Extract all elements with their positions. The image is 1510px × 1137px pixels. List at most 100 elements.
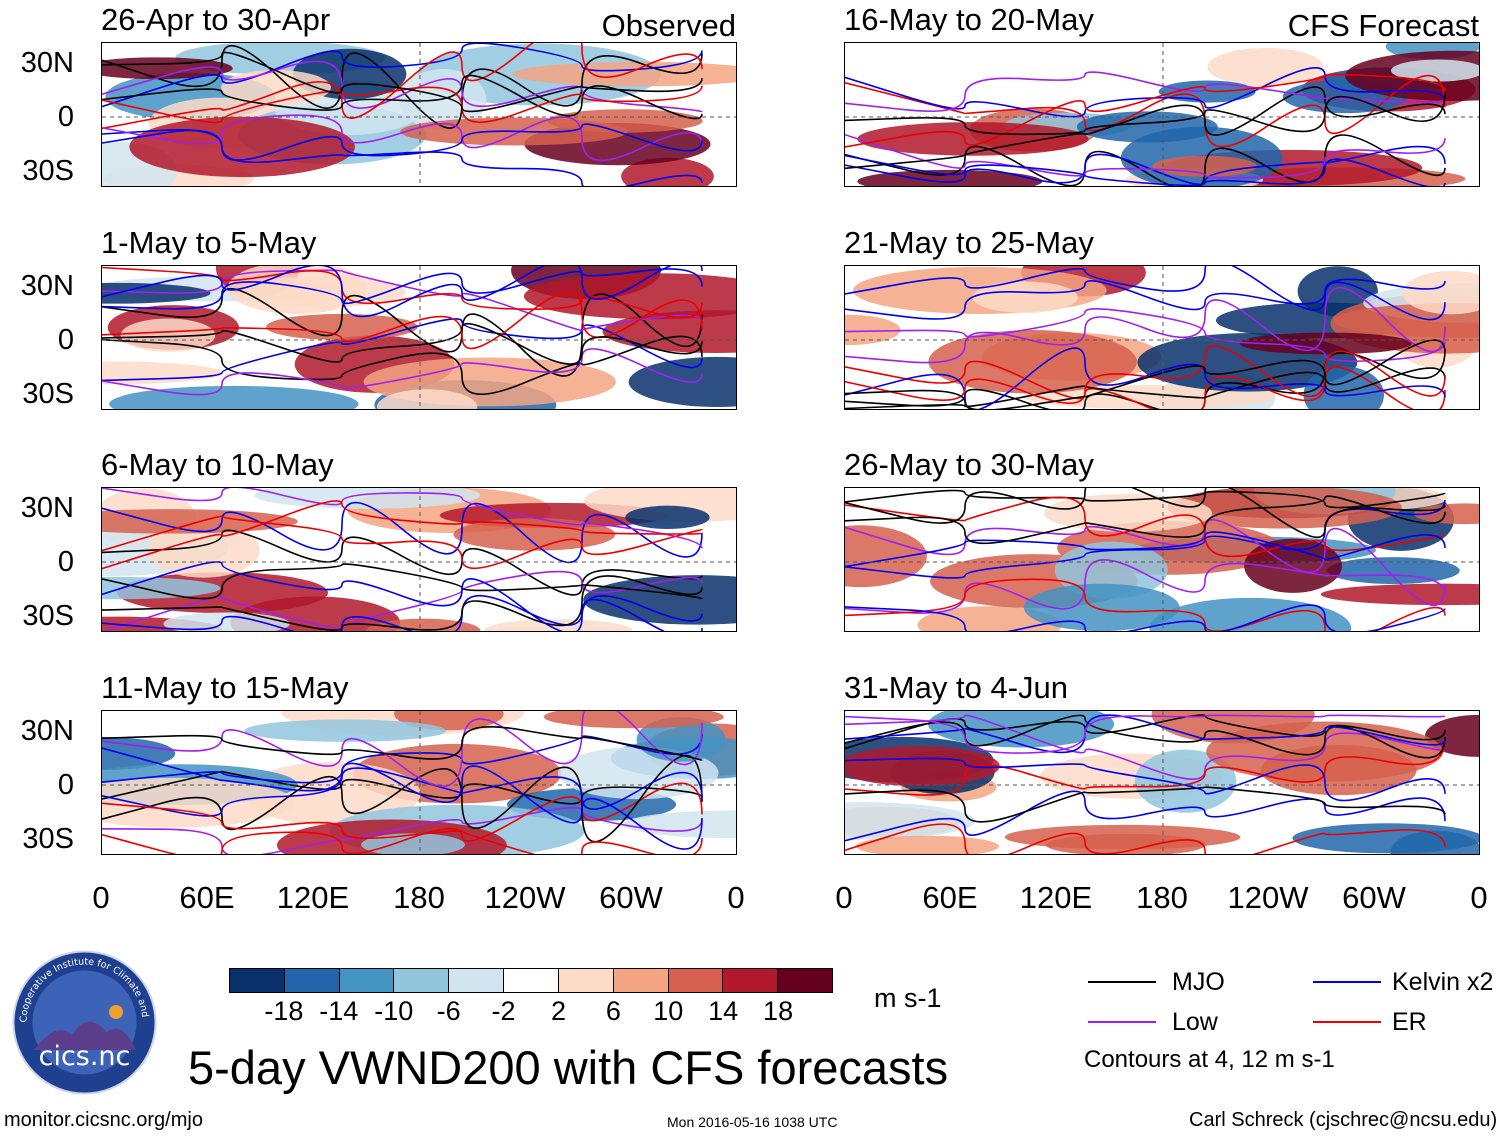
contour-line xyxy=(845,154,1446,186)
lat-label-eq: 0 xyxy=(57,101,74,133)
wind-anomaly-blob xyxy=(1076,111,1218,143)
colorbar-tick-label: -10 xyxy=(374,996,414,1026)
contour-line xyxy=(102,754,703,843)
lon-label-right-0: 0 xyxy=(835,880,853,915)
contour-line xyxy=(102,114,703,162)
panel-title-observed-4: 11-May to 15-May xyxy=(101,670,349,705)
contour-line xyxy=(102,711,703,788)
colorbar-units: m s-1 xyxy=(874,983,942,1013)
wind-anomaly-blob xyxy=(147,522,260,578)
colorbar-swatch xyxy=(230,969,285,992)
contour-line xyxy=(845,360,1446,409)
contour-line xyxy=(845,92,1446,136)
contour-line xyxy=(102,726,703,762)
map-observed-4 xyxy=(101,710,737,855)
map-forecast-1 xyxy=(844,42,1480,187)
wind-anomaly-blob xyxy=(1413,503,1479,525)
contour-line xyxy=(845,347,1446,409)
wind-anomaly-blob xyxy=(102,57,233,80)
panel-title-forecast-2: 21-May to 25-May xyxy=(844,225,1094,260)
lon-label-left-120w: 120W xyxy=(484,880,566,915)
contour-line xyxy=(102,515,703,570)
colorbar-swatch xyxy=(394,969,450,992)
colorbar-swatch xyxy=(339,969,395,992)
contour-line xyxy=(102,500,703,570)
wind-anomaly-blob xyxy=(102,576,221,600)
contour-line xyxy=(845,714,1446,780)
contour-line xyxy=(102,335,703,395)
wind-anomaly-blob xyxy=(845,314,901,346)
contour-line xyxy=(845,71,1446,113)
legend-kelvin-label: Kelvin x2 xyxy=(1392,968,1494,996)
wind-anomaly-blob xyxy=(623,810,736,839)
lat-label-30s: 30S xyxy=(22,378,74,410)
colorbar xyxy=(229,968,833,993)
contour-line xyxy=(845,786,1446,823)
panel-title-forecast-3: 26-May to 30-May xyxy=(844,447,1094,482)
contour-line xyxy=(845,86,1446,170)
colorbar-swatch xyxy=(613,969,669,992)
wind-anomaly-blob xyxy=(1239,332,1413,355)
logo-name: cics.nc xyxy=(39,1041,131,1072)
wind-anomaly-blob xyxy=(1327,557,1460,585)
contour-line xyxy=(102,747,703,850)
wind-anomaly-blob xyxy=(163,612,290,631)
wind-anomaly-blob xyxy=(845,525,927,588)
contour-line xyxy=(102,806,703,854)
contour-line xyxy=(102,501,703,564)
wind-anomaly-blob xyxy=(928,329,1137,394)
colorbar-tick-label: -18 xyxy=(264,996,304,1026)
contour-line xyxy=(102,318,703,382)
contour-line xyxy=(845,714,1446,750)
legend-mjo-label: MJO xyxy=(1172,968,1225,996)
wind-anomaly-blob xyxy=(102,777,295,828)
panel-title-forecast-4: 31-May to 4-Jun xyxy=(844,670,1068,705)
wind-anomaly-blob xyxy=(845,746,1000,787)
lat-label-eq: 0 xyxy=(57,324,74,356)
lat-label-30n: 30N xyxy=(20,492,74,524)
contour-line xyxy=(845,134,1446,186)
lon-label-left-60e: 60E xyxy=(179,880,235,915)
map-observed-3 xyxy=(101,487,737,632)
contour-line xyxy=(845,531,1446,568)
wind-anomaly-blob xyxy=(628,356,736,407)
wind-anomaly-blob xyxy=(543,711,724,729)
lon-label-right-60w: 60W xyxy=(1342,880,1406,915)
contour-line xyxy=(845,145,1446,186)
wind-anomaly-blob xyxy=(1207,47,1324,87)
observed-label: Observed xyxy=(601,8,736,43)
colorbar-tick-label: -14 xyxy=(319,996,359,1026)
wind-anomaly-blob xyxy=(928,711,1115,748)
wind-anomaly-blob xyxy=(1320,583,1479,606)
lat-label-30n: 30N xyxy=(20,270,74,302)
contour-line xyxy=(845,489,1446,509)
lat-label-30n: 30N xyxy=(20,715,74,747)
colorbar-tick-label: 6 xyxy=(605,996,621,1026)
map-forecast-2 xyxy=(844,265,1480,410)
contour-line xyxy=(102,733,703,784)
wind-anomaly-blob xyxy=(361,833,465,854)
legend-low-line xyxy=(1088,1021,1156,1023)
wind-anomaly-blob xyxy=(523,273,736,320)
colorbar-tick-label: -6 xyxy=(436,996,461,1026)
footer-timestamp: Mon 2016-05-16 1038 UTC xyxy=(667,1114,838,1130)
wind-anomaly-blob xyxy=(376,389,478,409)
lon-label-right-360: 0 xyxy=(1470,880,1488,915)
lat-label-30s: 30S xyxy=(22,155,74,187)
footer-url[interactable]: monitor.cicsnc.org/mjo xyxy=(4,1109,203,1131)
colorbar-tick-label: 2 xyxy=(550,996,566,1026)
colorbar-swatch xyxy=(284,969,340,992)
lat-label-30s: 30S xyxy=(22,600,74,632)
lat-label-eq: 0 xyxy=(57,769,74,801)
lat-label-30n: 30N xyxy=(20,47,74,79)
lon-label-left-120e: 120E xyxy=(276,880,350,915)
legend-low-label: Low xyxy=(1172,1008,1218,1036)
wind-anomaly-blob xyxy=(102,361,224,385)
footer-credit: Carl Schreck (cjschrec@ncsu.edu) xyxy=(1189,1109,1498,1131)
wind-anomaly-blob xyxy=(1297,266,1378,317)
contour-line xyxy=(845,495,1446,545)
wind-anomaly-blob xyxy=(1390,59,1479,82)
contour-line xyxy=(845,714,1446,754)
map-forecast-4 xyxy=(844,710,1480,855)
lat-label-eq: 0 xyxy=(57,546,74,578)
